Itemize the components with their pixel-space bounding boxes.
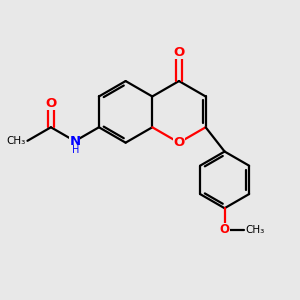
Text: O: O [173,136,184,149]
Text: H: H [72,145,80,155]
Text: O: O [220,223,230,236]
Text: N: N [69,135,80,148]
Text: O: O [45,97,56,110]
Text: CH₃: CH₃ [7,136,26,146]
Text: O: O [173,46,184,59]
Text: CH₃: CH₃ [245,225,264,235]
